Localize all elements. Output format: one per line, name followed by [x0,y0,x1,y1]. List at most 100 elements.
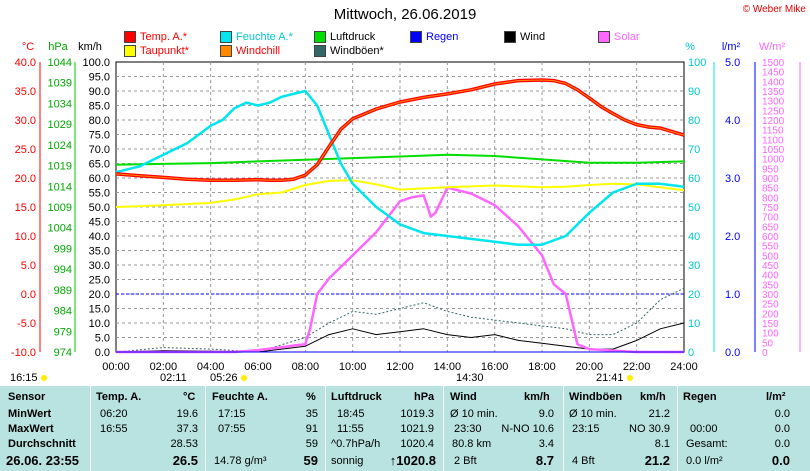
tick-label-solar: 0 [762,348,768,359]
stats-panel: Sensor Temp. A. °C Feuchte A. % Luftdruc… [0,385,810,471]
max-temp-value: 37.3 [176,423,198,435]
tick-label-wind: 5.0 [95,333,110,345]
legend-label: Windchill [236,45,281,57]
tick-label-temp: 35.0 [15,86,36,98]
tick-label-wind: 85.0 [89,101,110,113]
weather-chart: °C hPa km/h% l/m² W/m² 40.0 35.0 30.0 25.0 20.0 15… [11,41,801,373]
chart-title: Mittwoch, 26.06.2019 [333,6,477,23]
tick-label-solar: 1350 [762,87,785,98]
axis-unit-humidity: % [685,41,695,53]
sunrise-left-marker: 16:15 [10,372,47,384]
tick-label-humidity: 100 [688,57,706,69]
min-press-value: 1019.3 [400,408,434,420]
legend-swatch [220,31,232,43]
axis-unit-solar: W/m² [759,41,786,53]
max-gust-value: NO 30.9 [629,423,670,435]
tick-label-solar: 900 [762,174,779,185]
tick-label-temp: 30.0 [15,115,36,127]
tick-label-temp: 10.0 [15,231,36,243]
min-rain-value: 0.0 [774,408,790,420]
tick-label-solar: 1450 [762,68,785,79]
tick-label-wind: 55.0 [89,188,110,200]
now-wind-bft: 2 Bft [454,455,477,467]
tick-label-pressure: 1009 [48,202,72,214]
min-wind-label: Ø 10 min. [450,408,498,420]
tick-label-temp: 5.0 [21,260,36,272]
row-label-max: MaxWert [8,423,54,435]
legend-swatch [124,45,136,57]
sun-dot-icon [40,375,47,381]
avg-wind-value: 3.4 [538,438,554,450]
header-gusts: Windböen [569,391,623,403]
tick-label-solar: 650 [762,222,779,233]
tick-label-solar: 1200 [762,116,785,127]
tick-label-wind: 80.0 [89,115,110,127]
tick-label-time: 20:00 [576,361,604,373]
marker-02-11: 02:11 [160,372,187,384]
series-line-taupunkt [115,179,685,208]
tick-label-pressure: 1039 [48,78,72,90]
tick-label-solar: 450 [762,261,779,272]
min-temp-time: 06:20 [100,408,128,420]
divider [0,385,810,386]
header-pressure: Luftdruck [331,391,382,403]
min-gust-label: Ø 10 min. [569,408,617,420]
min-press-time: 18:45 [337,408,365,420]
tick-label-temp: 25.0 [15,144,36,156]
tick-label-solar: 1500 [762,58,785,69]
legend-label: Feuchte A.* [236,31,293,43]
now-wind-value: 8.7 [535,453,554,468]
now-rain-value: 0.0 [771,453,790,468]
tick-label-wind: 40.0 [89,231,110,243]
tick-label-humidity: 30 [688,260,700,272]
tick-label-wind: 15.0 [89,304,110,316]
now-press-value: ↑1020.8 [389,453,436,468]
tick-label-time: 24:00 [670,361,698,373]
header-humidity-unit: % [306,391,316,403]
legend-label: Solar [614,31,640,43]
divider [677,385,678,471]
tick-label-solar: 1050 [762,145,785,156]
tick-label-temp: 20.0 [15,173,36,185]
tick-label-pressure: 1029 [48,119,72,131]
tick-label-solar: 200 [762,309,779,320]
tick-label-time: 06:00 [244,361,272,373]
tick-label-humidity: 60 [688,173,700,185]
tick-label-pressure: 979 [54,326,72,338]
tick-label-time: 12:00 [386,361,414,373]
header-rain-unit: l/m² [766,391,786,403]
legend-label: Wind [520,31,546,43]
tick-label-solar: 850 [762,184,779,195]
legend-swatch [598,31,610,43]
tick-label-solar: 400 [762,271,779,282]
tick-label-wind: 65.0 [89,159,110,171]
tick-label-time: 00:00 [102,361,130,373]
marker-time: 14:30 [456,372,484,384]
tick-label-solar: 750 [762,203,779,214]
copyright-label: © Weber Mike [742,4,806,15]
tick-label-solar: 350 [762,280,779,291]
tick-label-wind: 45.0 [89,217,110,229]
tick-label-rain: 1.0 [725,289,740,301]
tick-label-humidity: 10 [688,318,700,330]
max-hum-value: 91 [305,423,318,435]
divider [563,385,564,471]
avg-temp-value: 28.53 [170,438,198,450]
tick-label-humidity: 50 [688,202,700,214]
tick-label-wind: 35.0 [89,246,110,258]
now-hum-abs: 14.78 g/m³ [214,455,267,467]
tick-label-wind: 70.0 [89,144,110,156]
min-hum-value: 35 [305,408,318,420]
marker-21-41: 21:41 [596,372,633,384]
marker-time: 21:41 [596,372,624,384]
tick-label-solar: 1250 [762,106,785,117]
tick-label-temp: 0.0 [21,289,36,301]
avg-hum-value: 59 [305,438,318,450]
tick-label-rain: 0.0 [725,347,740,359]
tick-label-pressure: 974 [54,347,72,359]
tick-label-time: 14:00 [434,361,462,373]
tick-label-solar: 950 [762,164,779,175]
legend-solar: Solar [598,31,640,43]
tick-label-wind: 10.0 [89,318,110,330]
legend-swatch [314,45,326,57]
